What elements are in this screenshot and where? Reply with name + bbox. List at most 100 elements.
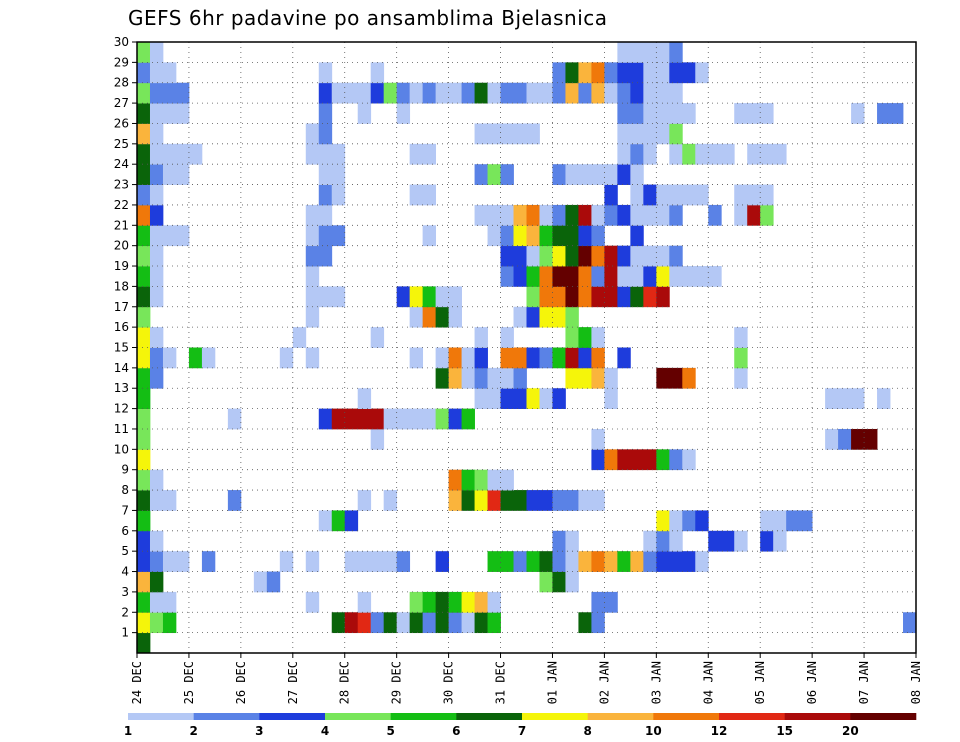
heat-cell (461, 408, 475, 430)
heat-cell (604, 388, 618, 409)
heat-cell (669, 367, 683, 389)
y-tick-label: 10 (114, 442, 129, 456)
heat-cell (552, 571, 566, 593)
heat-cell (344, 612, 359, 634)
heat-cell (526, 225, 540, 247)
heat-cell (578, 551, 592, 572)
heat-cell (552, 266, 566, 287)
heat-cell (149, 591, 164, 613)
y-tick-label: 30 (114, 35, 129, 49)
chart-title: GEFS 6hr padavine po ansamblima Bjelasni… (128, 6, 608, 30)
heat-cell (565, 266, 579, 287)
y-tick-label: 1 (121, 626, 129, 640)
heat-cell (565, 62, 579, 84)
heat-cell (578, 490, 592, 511)
heat-cell (487, 612, 501, 634)
heat-cell (279, 347, 294, 369)
heat-cell (643, 266, 657, 287)
heat-cell (656, 62, 670, 84)
heat-cell (643, 449, 657, 471)
heat-cell (331, 286, 346, 308)
heat-cell (149, 327, 164, 348)
heat-cell (591, 204, 605, 226)
heat-cell (526, 266, 540, 287)
colorbar-label: 15 (776, 724, 793, 738)
heat-cell (630, 245, 644, 267)
heat-cell (162, 612, 177, 634)
heat-cell (630, 551, 644, 572)
heat-cell (448, 286, 462, 308)
heat-cell (630, 103, 644, 124)
heat-cell (539, 82, 553, 104)
heat-cell (682, 551, 696, 572)
heat-cell (162, 347, 177, 369)
heat-cell (565, 164, 579, 185)
colorbar-label: 4 (321, 724, 329, 738)
heat-cell (409, 184, 424, 206)
heat-cell (175, 143, 190, 165)
heat-cell (318, 408, 333, 430)
heat-cell (137, 143, 151, 165)
heat-cell (669, 245, 683, 267)
y-tick-label: 8 (121, 483, 129, 497)
heat-cell (383, 82, 398, 104)
heat-cell (487, 490, 501, 511)
heat-cell (149, 184, 164, 206)
heat-cell (513, 306, 527, 328)
heat-cell (305, 204, 320, 226)
heat-cell (409, 286, 424, 308)
y-tick-label: 9 (121, 463, 129, 477)
heat-cell (318, 103, 333, 124)
heat-cell (630, 449, 644, 471)
heat-cell (526, 123, 540, 145)
heat-cell (500, 469, 514, 491)
x-tick-label: 03 JAN (649, 661, 663, 704)
heat-cell (643, 245, 657, 267)
heat-cell (137, 306, 151, 328)
heat-cell (487, 123, 501, 145)
heat-cell (526, 551, 540, 572)
heat-cell (539, 204, 553, 226)
heat-cell (773, 143, 787, 165)
heat-cell (513, 551, 527, 572)
heat-cell (137, 225, 151, 247)
heat-cell (552, 530, 566, 552)
heat-cell (435, 82, 449, 104)
heat-cell (617, 204, 631, 226)
colorbar-swatch (128, 713, 194, 720)
heat-cell (149, 123, 164, 145)
heat-cell (591, 266, 605, 287)
heat-cell (552, 347, 566, 369)
heat-cell (617, 449, 631, 471)
heat-cell (669, 510, 683, 532)
colorbar-swatch (390, 713, 457, 720)
heat-cell (370, 428, 385, 450)
heat-cell (137, 428, 151, 450)
heat-cell (526, 306, 540, 328)
colorbar-swatch (719, 713, 785, 720)
heat-cell (162, 225, 177, 247)
heat-cell (617, 123, 631, 145)
heat-cell (682, 449, 696, 471)
heat-cell (604, 286, 618, 308)
colorbar-swatch (193, 713, 260, 720)
heat-cell (604, 266, 618, 287)
heat-cell (578, 225, 592, 247)
heat-cell (539, 225, 553, 247)
colorbar-label: 20 (842, 724, 859, 738)
heat-cell (435, 286, 449, 308)
heat-cell (591, 428, 605, 450)
heat-cell (708, 530, 722, 552)
heat-cell (500, 82, 514, 104)
heat-cell (162, 490, 177, 511)
heat-cell (448, 82, 462, 104)
heat-cell (838, 428, 852, 450)
heat-cell (137, 469, 151, 491)
heat-cell (461, 347, 475, 369)
heat-cell (617, 347, 631, 369)
heat-cell (565, 204, 579, 226)
heat-cell (565, 286, 579, 308)
heat-cell (474, 490, 488, 511)
heat-cell (305, 225, 320, 247)
heat-cell (149, 286, 164, 308)
